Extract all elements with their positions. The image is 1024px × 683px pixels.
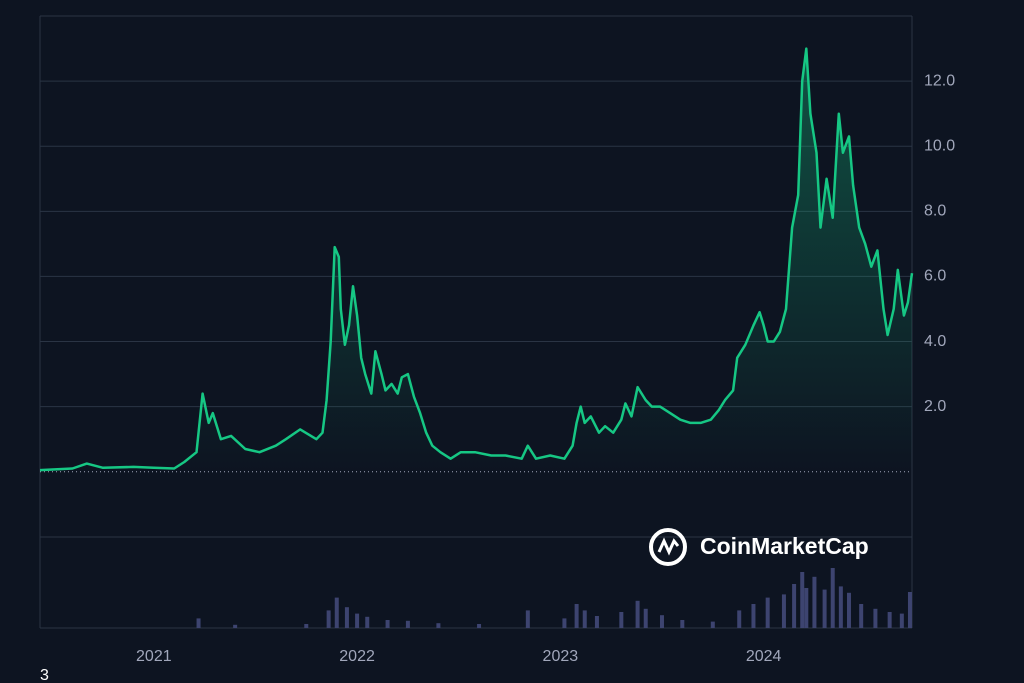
- volume-bar: [643, 608, 648, 628]
- volume-bar: [800, 572, 805, 628]
- volume-bar: [233, 624, 238, 628]
- volume-bar: [830, 568, 835, 628]
- logo-mark: [657, 537, 680, 556]
- volume-bar: [751, 604, 756, 628]
- volume-bar: [385, 620, 390, 628]
- volume-bar: [822, 589, 827, 628]
- volume-bar: [635, 600, 640, 628]
- x-tick-label: 2021: [136, 648, 172, 665]
- volume-bar: [436, 623, 441, 628]
- volume-bar: [838, 586, 843, 628]
- volume-bar: [907, 592, 912, 628]
- x-tick-label: 2023: [543, 648, 579, 665]
- volume-bar: [304, 624, 309, 628]
- volume-bar: [887, 612, 892, 628]
- volume-bar: [899, 613, 904, 628]
- price-line: [39, 47, 914, 472]
- volume-bar: [765, 597, 770, 628]
- volume-bar: [334, 597, 339, 628]
- volume-bar: [477, 624, 482, 628]
- volume-bar: [405, 620, 410, 628]
- y-tick-label: 2.0: [924, 398, 946, 415]
- volume-bar: [582, 610, 587, 628]
- volume-bar: [326, 610, 331, 628]
- y-tick-label: 12.0: [924, 72, 955, 89]
- volume-bar: [594, 616, 599, 628]
- volume-bar: [859, 604, 864, 628]
- watermark: CoinMarketCap: [649, 528, 869, 566]
- volume-bar: [792, 584, 797, 628]
- volume-bar: [196, 618, 201, 628]
- y-tick-label: 8.0: [924, 203, 946, 220]
- y-tick-label: 4.0: [924, 333, 946, 350]
- volume-bar: [680, 620, 685, 628]
- volume-bar: [365, 616, 370, 628]
- volume-bar: [846, 592, 851, 628]
- volume-bar: [525, 610, 530, 628]
- caption: 3: [40, 667, 49, 683]
- volume-bar: [737, 610, 742, 628]
- volume-bar: [873, 608, 878, 628]
- volume-bar: [344, 607, 349, 628]
- volume-bar: [804, 588, 809, 628]
- logo: [649, 528, 687, 566]
- volume-bar: [781, 594, 786, 628]
- volume-bar: [812, 576, 817, 628]
- volume-bar: [562, 618, 567, 628]
- x-tick-label: 2022: [339, 648, 375, 665]
- volume-bar: [355, 613, 360, 628]
- watermark-text: CoinMarketCap: [700, 533, 869, 559]
- volume-bar: [619, 612, 624, 628]
- area-fill: [40, 48, 912, 472]
- volume-bar: [710, 621, 715, 628]
- volume-bar: [574, 604, 579, 628]
- y-tick-label: 10.0: [924, 137, 955, 154]
- x-tick-label: 2024: [746, 648, 782, 665]
- volume-bar: [659, 615, 664, 628]
- y-tick-label: 6.0: [924, 268, 946, 285]
